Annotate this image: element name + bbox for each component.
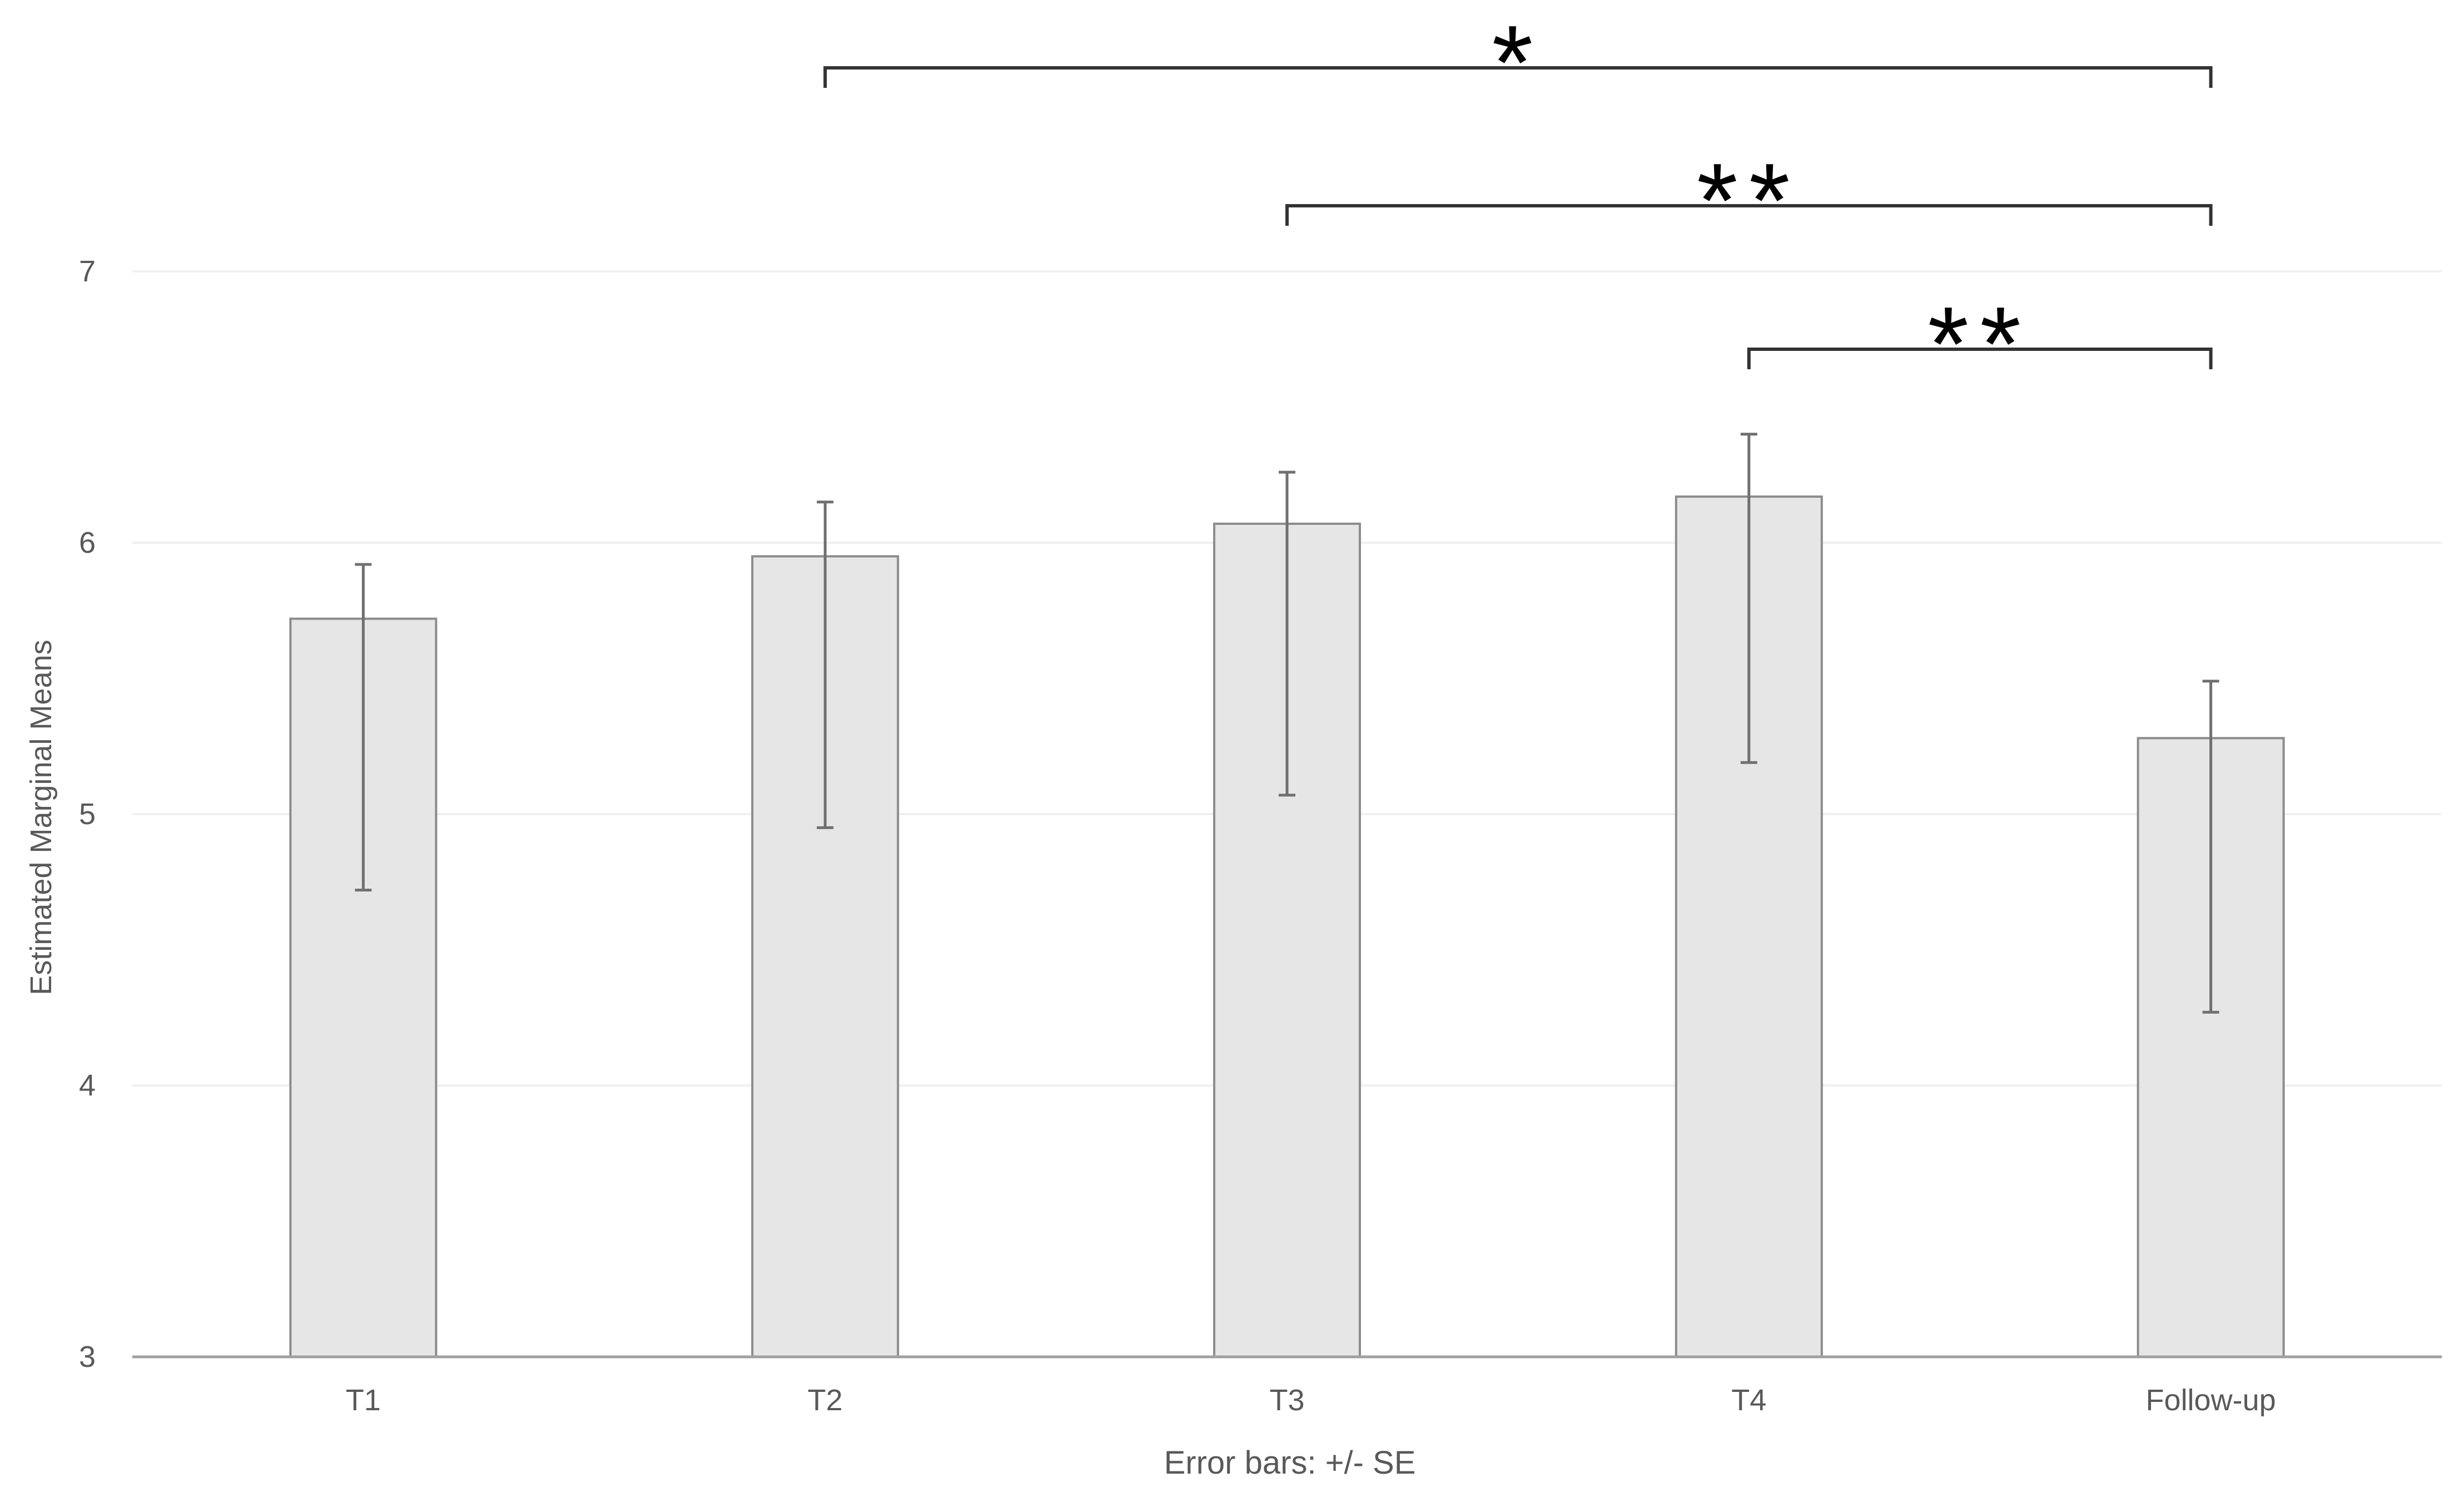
y-tick-label: 4	[79, 1069, 96, 1102]
x-tick-label: T4	[1731, 1384, 1766, 1417]
significance-bracket	[1285, 204, 2213, 226]
significance-bracket	[1747, 348, 2213, 369]
y-tick-label: 3	[79, 1340, 96, 1374]
significance-label: **	[1697, 142, 1801, 260]
error-bars	[355, 433, 2219, 1014]
significance-bracket	[823, 66, 2213, 88]
x-axis-label: Error bars: +/- SE	[1164, 1445, 1416, 1481]
significance-brackets: *****	[823, 4, 2213, 403]
axes: 3 4 5 6 7 T1 T2 T3 T4 Follow-up	[79, 255, 2442, 1417]
y-axis-label: Estimated Marginal Means	[24, 640, 58, 995]
y-tick-label: 5	[79, 797, 96, 831]
significance-label: **	[1928, 285, 2032, 403]
x-tick-label: T3	[1269, 1384, 1304, 1417]
x-tick-label: T2	[808, 1384, 843, 1417]
y-tick-label: 6	[79, 526, 96, 559]
x-tick-label: T1	[346, 1384, 381, 1417]
y-tick-label: 7	[79, 255, 96, 288]
significance-label: *	[1492, 4, 1544, 122]
x-tick-label: Follow-up	[2146, 1384, 2276, 1417]
